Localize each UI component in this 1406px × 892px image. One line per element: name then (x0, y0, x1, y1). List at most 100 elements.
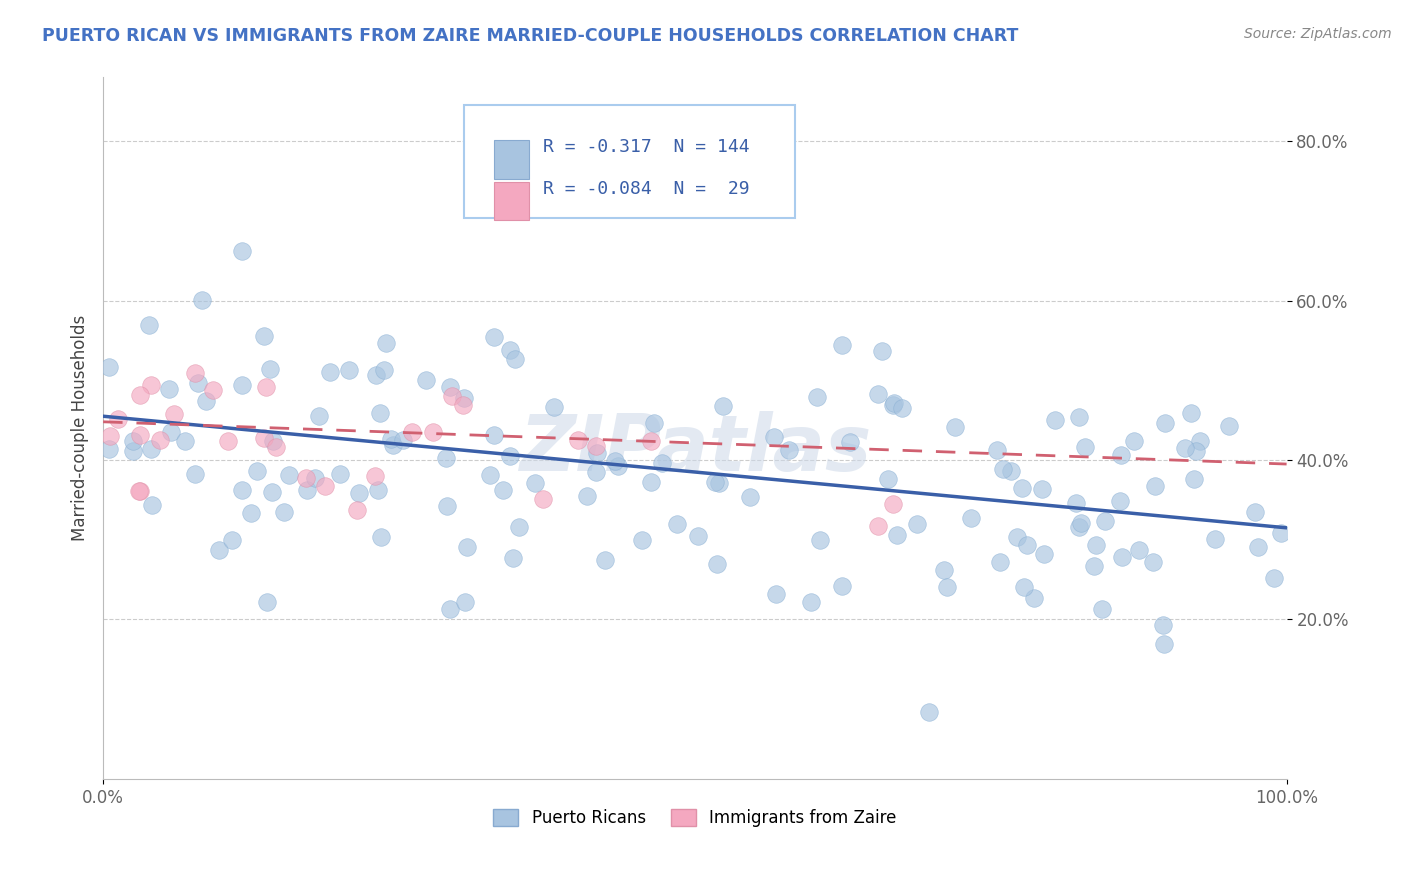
Text: R = -0.084  N =  29: R = -0.084 N = 29 (543, 180, 749, 198)
Point (886, 528, 908, 542)
Point (107, 412, 129, 426)
Point (436, 499, 458, 513)
Point (1064, 496, 1087, 510)
Point (375, 336, 398, 351)
Point (765, 587, 787, 601)
Point (1204, 532, 1226, 546)
Point (882, 497, 904, 511)
Point (585, 466, 607, 480)
Point (1128, 543, 1150, 558)
Point (163, 407, 186, 421)
Point (706, 558, 728, 572)
Point (806, 390, 828, 404)
Point (1144, 479, 1167, 493)
Point (870, 343, 893, 358)
Point (1142, 555, 1164, 569)
Point (1153, 637, 1175, 651)
Point (128, 483, 150, 498)
Point (391, 433, 413, 447)
Point (883, 396, 905, 410)
Point (665, 516, 688, 531)
Point (277, 468, 299, 483)
Point (482, 329, 505, 343)
Point (440, 389, 463, 403)
Point (295, 483, 318, 498)
Point (381, 438, 404, 452)
FancyBboxPatch shape (494, 182, 529, 220)
Point (295, 471, 318, 485)
Point (217, 434, 239, 449)
Point (240, 506, 263, 520)
Text: R = -0.317  N = 144: R = -0.317 N = 144 (543, 138, 749, 156)
Point (991, 462, 1014, 476)
Point (1070, 516, 1092, 531)
Point (373, 362, 395, 376)
Point (1152, 617, 1174, 632)
Point (194, 394, 217, 409)
Point (98, 359, 121, 374)
Point (543, 401, 565, 415)
Point (1174, 441, 1197, 455)
Point (173, 434, 195, 449)
Point (184, 467, 207, 481)
Point (505, 351, 527, 366)
Point (149, 433, 172, 447)
Point (1067, 520, 1090, 534)
Point (128, 483, 150, 498)
Point (422, 425, 444, 439)
Point (740, 491, 762, 505)
Point (1011, 481, 1033, 495)
Point (319, 365, 342, 379)
Point (498, 450, 520, 464)
Point (367, 483, 389, 497)
Point (1122, 434, 1144, 448)
Point (585, 439, 607, 453)
Point (253, 431, 276, 445)
Point (707, 475, 730, 490)
Point (831, 338, 853, 352)
Point (157, 382, 180, 396)
Point (208, 542, 231, 557)
Point (100, 429, 122, 443)
Point (567, 434, 589, 448)
Point (370, 530, 392, 544)
Point (831, 579, 853, 593)
Point (631, 533, 654, 547)
Point (960, 511, 983, 525)
Point (191, 293, 214, 307)
Point (128, 427, 150, 442)
Point (266, 440, 288, 454)
Point (1085, 538, 1108, 552)
Point (254, 380, 277, 394)
Point (1005, 530, 1028, 544)
Point (141, 442, 163, 457)
Point (943, 420, 966, 434)
Point (763, 430, 786, 444)
Point (456, 540, 478, 554)
Point (1109, 493, 1132, 508)
Point (605, 454, 627, 468)
Point (808, 533, 831, 548)
Point (439, 602, 461, 616)
Point (1091, 601, 1114, 615)
Point (122, 443, 145, 458)
Point (1185, 443, 1208, 458)
Point (1022, 591, 1045, 606)
Point (1182, 472, 1205, 486)
Point (1000, 464, 1022, 478)
Point (231, 377, 253, 392)
Point (363, 469, 385, 483)
Point (1083, 559, 1105, 574)
Point (838, 435, 860, 450)
Point (800, 595, 823, 609)
Point (262, 434, 284, 449)
Point (492, 483, 515, 497)
Point (366, 368, 388, 383)
Point (482, 428, 505, 442)
Point (256, 595, 278, 609)
Point (1109, 448, 1132, 462)
Point (1031, 482, 1053, 496)
Point (502, 551, 524, 566)
Point (508, 520, 530, 534)
Point (877, 472, 900, 486)
